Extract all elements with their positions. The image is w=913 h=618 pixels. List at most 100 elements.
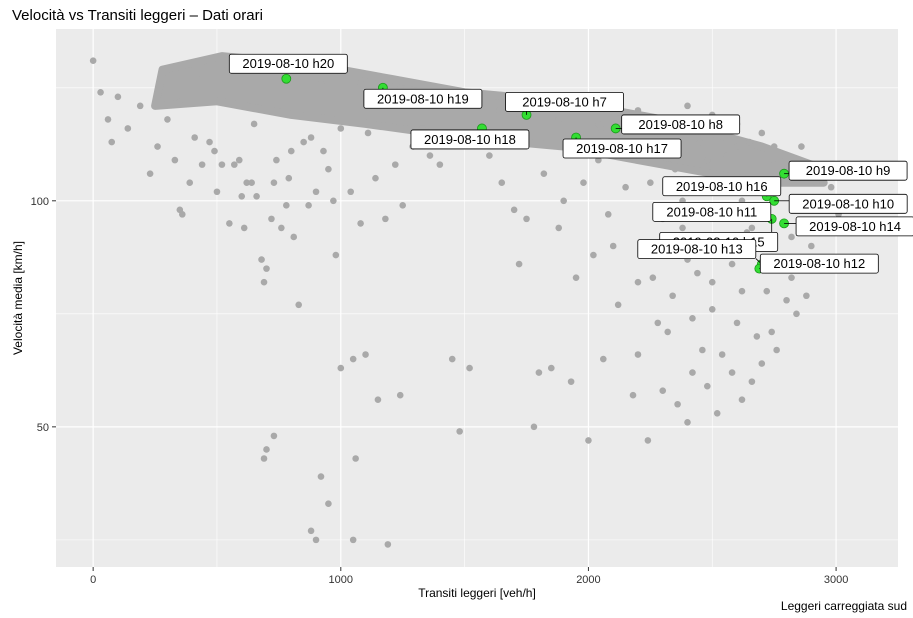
data-point <box>456 428 463 435</box>
data-point <box>547 364 555 372</box>
data-point <box>114 93 122 101</box>
annotation-label: 2019-08-10 h12 <box>773 256 865 271</box>
data-point <box>198 161 206 168</box>
data-point <box>694 269 701 277</box>
data-point <box>669 292 676 300</box>
data-point <box>391 161 399 168</box>
data-point <box>337 364 345 372</box>
data-point <box>758 360 766 367</box>
data-point <box>146 170 154 177</box>
annotation-label: 2019-08-10 h19 <box>377 91 469 106</box>
data-point <box>723 152 731 159</box>
x-tick-label: 2000 <box>576 574 600 586</box>
data-point <box>179 211 186 218</box>
data-point <box>540 170 548 177</box>
data-point <box>634 351 642 358</box>
data-point <box>644 437 652 444</box>
annotation-label: 2019-08-10 h20 <box>242 56 334 71</box>
point-annotation: 2019-08-10 h13 <box>637 239 763 265</box>
annotation-box <box>562 138 682 159</box>
data-point <box>783 179 790 187</box>
data-point <box>609 242 617 250</box>
data-point <box>297 75 305 83</box>
annotation-box <box>363 88 483 109</box>
data-point <box>154 143 161 150</box>
data-point <box>728 260 736 268</box>
data-point <box>659 387 667 394</box>
data-point <box>530 423 538 431</box>
data-point <box>290 233 298 241</box>
data-point <box>708 306 716 313</box>
point-annotation: 2019-08-10 h19 <box>363 87 483 109</box>
x-tick-label: 1000 <box>329 574 353 586</box>
data-point <box>263 265 270 272</box>
y-tick-label: 50 <box>37 422 49 434</box>
data-point <box>436 161 444 168</box>
data-point <box>426 152 434 159</box>
data-point <box>595 156 602 164</box>
data-point <box>396 391 404 399</box>
annotation-box <box>637 239 757 259</box>
data-point <box>325 165 332 173</box>
point-annotation: 2019-08-10 h7 <box>505 91 624 115</box>
data-point <box>738 287 746 295</box>
data-point <box>498 179 506 187</box>
data-point <box>372 174 379 182</box>
annotation-label: 2019-08-10 h17 <box>576 141 668 156</box>
y-tick-label: 100 <box>31 196 49 208</box>
data-point <box>231 161 238 168</box>
data-point <box>788 274 795 281</box>
data-point <box>263 446 270 453</box>
data-point <box>191 134 198 141</box>
point-annotation: 2019-08-10 h17 <box>562 137 682 159</box>
data-point <box>708 278 716 286</box>
data-point <box>362 351 369 358</box>
data-point <box>808 242 815 250</box>
x-axis-title: Transiti leggeri [veh/h] <box>418 586 536 600</box>
point-annotation: 2019-08-10 h11 <box>652 201 772 222</box>
point-annotation: 2019-08-10 h18 <box>410 129 530 150</box>
chart-caption: Leggeri carreggiata sud <box>780 599 907 613</box>
annotation-box <box>759 253 879 274</box>
data-point <box>273 156 280 164</box>
data-point <box>803 292 810 300</box>
data-point <box>567 378 575 385</box>
data-point <box>312 536 320 544</box>
data-point <box>699 346 706 354</box>
data-point <box>218 161 226 168</box>
data-point <box>788 233 795 241</box>
data-point <box>713 409 721 417</box>
data-point <box>684 419 691 426</box>
annotation-box <box>505 91 624 112</box>
data-point <box>671 165 679 173</box>
data-point <box>783 296 790 304</box>
data-point <box>198 75 206 83</box>
data-point <box>664 328 671 336</box>
annotation-label: 2019-08-10 h10 <box>802 196 894 211</box>
data-point <box>206 138 213 146</box>
data-point <box>560 197 567 205</box>
data-point <box>89 57 97 64</box>
data-point <box>654 319 662 327</box>
data-point <box>349 355 357 363</box>
data-point <box>285 174 293 182</box>
data-point <box>746 138 753 146</box>
annotations: 2019-08-10 h20 2019-08-10 h19 2019-08-10 h… <box>228 53 913 274</box>
data-point <box>748 224 756 232</box>
data-point <box>684 102 691 110</box>
data-point <box>97 88 104 96</box>
data-point <box>108 138 116 146</box>
data-point <box>748 378 756 385</box>
data-point <box>718 351 726 358</box>
x-tick-label: 3000 <box>824 574 848 586</box>
data-point <box>136 102 144 110</box>
data-point <box>268 215 275 223</box>
data-point <box>364 129 372 137</box>
annotation-label: 2019-08-10 h14 <box>809 219 901 234</box>
data-point <box>332 251 340 259</box>
data-point <box>330 197 337 205</box>
data-point <box>580 179 587 187</box>
data-point <box>704 156 711 164</box>
annotation-label: 2019-08-10 h18 <box>424 132 516 147</box>
